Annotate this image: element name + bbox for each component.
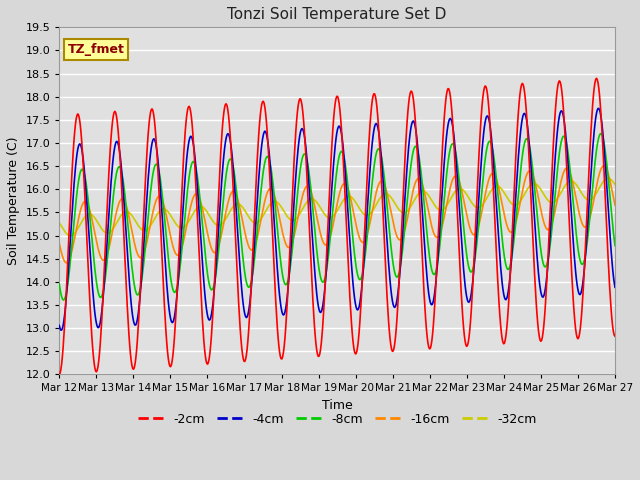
Title: Tonzi Soil Temperature Set D: Tonzi Soil Temperature Set D [227,7,447,22]
X-axis label: Time: Time [322,399,353,412]
Text: TZ_fmet: TZ_fmet [68,43,125,56]
Y-axis label: Soil Temperature (C): Soil Temperature (C) [7,137,20,265]
Legend: -2cm, -4cm, -8cm, -16cm, -32cm: -2cm, -4cm, -8cm, -16cm, -32cm [133,408,541,431]
